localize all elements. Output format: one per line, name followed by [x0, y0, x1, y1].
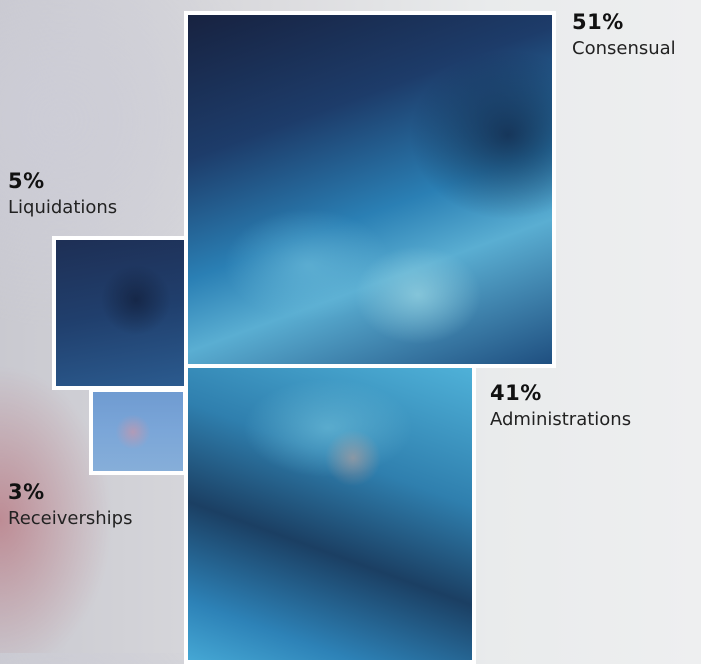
administrations-tile: [184, 364, 476, 664]
consensual-category: Consensual: [572, 38, 676, 59]
consensual-percent: 51%: [572, 10, 624, 34]
liquidations-image: [56, 240, 184, 386]
liquidations-tile: [52, 236, 188, 390]
receiverships-percent: 3%: [8, 480, 45, 504]
receiverships-tile: [89, 388, 187, 475]
administrations-image: [188, 368, 472, 660]
consensual-tile: [184, 11, 556, 368]
liquidations-category: Liquidations: [8, 197, 118, 218]
administrations-label: 41% Administrations: [490, 383, 631, 429]
administrations-category: Administrations: [490, 409, 632, 430]
consensual-image: [188, 15, 552, 364]
liquidations-percent: 5%: [8, 169, 45, 193]
consensual-label: 51% Consensual: [572, 12, 676, 58]
administrations-percent: 41%: [490, 381, 542, 405]
receiverships-label: 3% Receiverships: [8, 482, 132, 528]
receiverships-image: [93, 392, 183, 471]
receiverships-category: Receiverships: [8, 508, 133, 529]
liquidations-label: 5% Liquidations: [8, 171, 117, 217]
